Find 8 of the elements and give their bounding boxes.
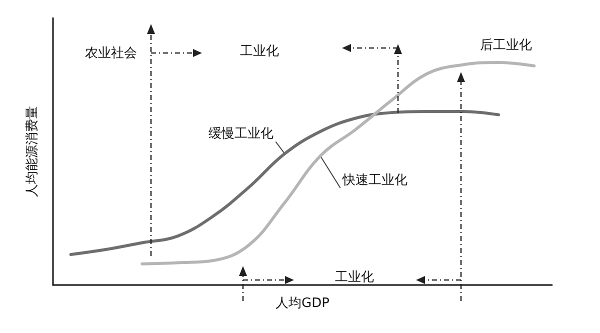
text: 农业社会 — [85, 46, 137, 61]
text: 快速工业化 — [341, 172, 408, 188]
x-axis-title: 人均GDP — [276, 296, 330, 311]
annotation: 工业化 — [335, 270, 374, 285]
series-label: 缓慢工业化 — [208, 126, 274, 142]
text: 后工业化 — [480, 38, 532, 53]
y-axis-title: 人均能源消费量 — [25, 106, 40, 197]
text: 工业化 — [240, 44, 279, 59]
